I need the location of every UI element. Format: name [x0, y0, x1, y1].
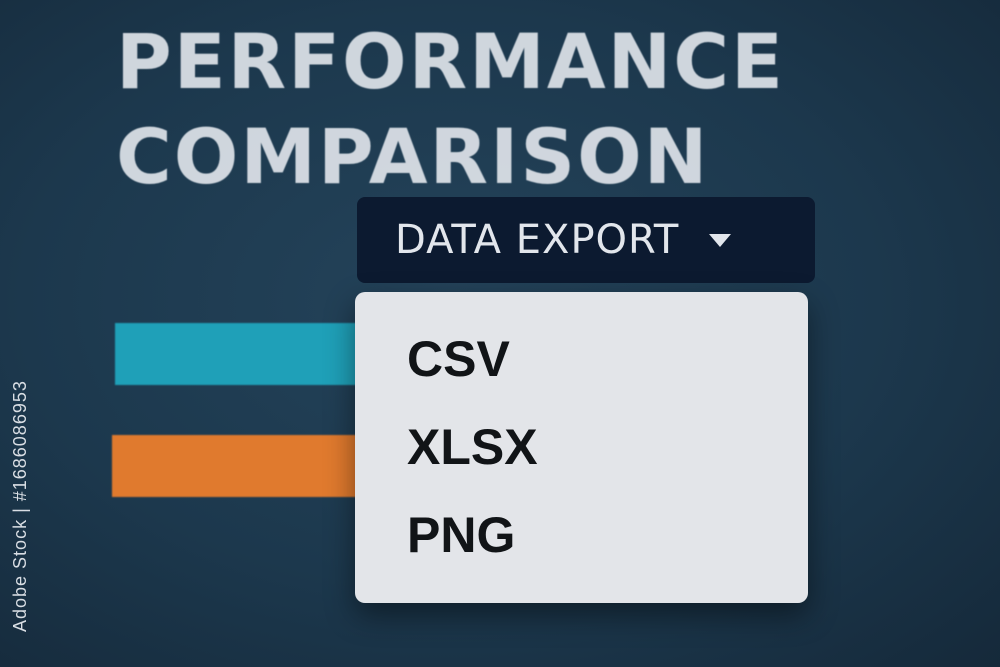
- title-line-1: PERFORMANCE: [116, 17, 785, 106]
- caret-down-icon: [709, 233, 732, 247]
- export-menu: CSV XLSX PNG: [355, 292, 808, 603]
- page-title: PERFORMANCE COMPARISON: [116, 14, 785, 204]
- chart-bar-teal: [115, 323, 375, 385]
- watermark-side-text: Adobe Stock | #1686086953: [10, 380, 30, 632]
- menu-item-csv[interactable]: CSV: [407, 331, 510, 387]
- menu-item-png[interactable]: PNG: [407, 507, 516, 563]
- data-export-label: DATA EXPORT: [395, 217, 680, 263]
- chart-bar-orange: [112, 435, 375, 497]
- data-export-dropdown-button[interactable]: DATA EXPORT: [357, 197, 815, 283]
- menu-item-xlsx[interactable]: XLSX: [407, 419, 538, 475]
- title-line-2: COMPARISON: [116, 112, 710, 201]
